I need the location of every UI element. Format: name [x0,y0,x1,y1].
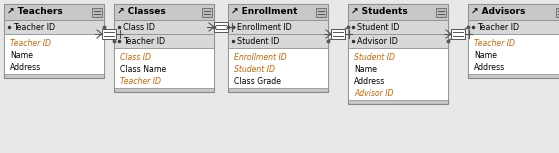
Bar [348,48,448,100]
Bar [451,29,465,39]
Text: Teacher ID: Teacher ID [10,39,51,49]
Bar [114,4,214,20]
Bar [214,22,228,32]
Text: Advisor ID: Advisor ID [357,37,398,45]
Bar [348,34,448,48]
Text: Address: Address [10,63,41,73]
Bar [4,4,104,78]
Bar [436,7,446,17]
Text: Student ID: Student ID [357,22,399,32]
Text: Class ID: Class ID [123,22,155,32]
Text: Class Grade: Class Grade [234,78,281,86]
Text: Teacher ID: Teacher ID [474,39,515,49]
Text: ↗ Students: ↗ Students [351,7,408,17]
Bar [202,7,212,17]
Bar [228,4,328,92]
Text: Student ID: Student ID [237,37,280,45]
Bar [348,4,448,20]
Bar [348,4,448,104]
Bar [228,4,328,20]
Text: ↗ Advisors: ↗ Advisors [471,7,525,17]
Bar [468,4,559,78]
Bar [331,29,345,39]
Text: Teacher ID: Teacher ID [13,22,55,32]
Bar [4,34,104,74]
Bar [348,20,448,34]
Bar [228,34,328,48]
Bar [114,34,214,48]
Bar [114,20,214,34]
Bar [556,7,559,17]
Text: Student ID: Student ID [234,65,275,75]
Text: Class ID: Class ID [120,54,151,62]
Text: Name: Name [474,52,497,60]
Text: Teacher ID: Teacher ID [123,37,165,45]
Text: Teacher ID: Teacher ID [120,78,161,86]
Text: ↗ Classes: ↗ Classes [117,7,166,17]
Bar [468,20,559,34]
Text: Teacher ID: Teacher ID [477,22,519,32]
Text: Name: Name [354,65,377,75]
Bar [468,4,559,20]
Text: Address: Address [474,63,505,73]
Bar [4,20,104,34]
Bar [102,29,116,39]
Bar [228,48,328,88]
Text: ↗ Enrollment: ↗ Enrollment [231,7,297,17]
Text: Enrollment ID: Enrollment ID [237,22,292,32]
Text: Enrollment ID: Enrollment ID [234,54,287,62]
Bar [114,48,214,88]
Bar [228,20,328,34]
Bar [316,7,326,17]
Text: Address: Address [354,78,385,86]
Bar [468,34,559,74]
Bar [4,4,104,20]
Bar [92,7,102,17]
Text: Name: Name [10,52,33,60]
Text: Advisor ID: Advisor ID [354,90,394,99]
Text: Student ID: Student ID [354,54,395,62]
Bar [114,4,214,92]
Text: Class Name: Class Name [120,65,166,75]
Text: ↗ Teachers: ↗ Teachers [7,7,63,17]
